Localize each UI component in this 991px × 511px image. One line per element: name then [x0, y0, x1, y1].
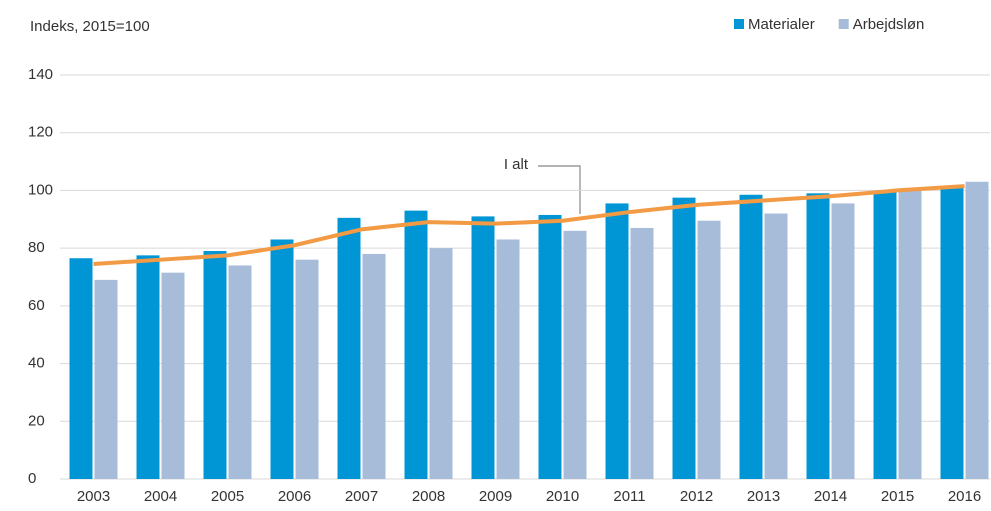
bar — [538, 214, 562, 479]
x-tick-label: 2010 — [546, 488, 579, 505]
x-tick-label: 2003 — [77, 488, 110, 505]
x-tick-label: 2015 — [881, 488, 914, 505]
x-tick-label: 2016 — [948, 488, 981, 505]
y-axis-label: Indeks, 2015=100 — [30, 18, 150, 35]
bar — [228, 265, 252, 479]
bar — [739, 194, 763, 479]
bar — [69, 258, 93, 479]
legend-swatch — [838, 19, 849, 29]
bar — [764, 213, 788, 479]
bar — [161, 272, 185, 479]
bar — [136, 255, 160, 479]
y-tick-label: 40 — [28, 355, 45, 372]
y-tick-label: 120 — [28, 124, 53, 141]
bar — [429, 248, 453, 479]
bar — [496, 239, 520, 479]
x-tick-label: 2004 — [144, 488, 177, 505]
bar — [605, 203, 629, 479]
bar — [203, 251, 227, 479]
bar — [672, 197, 696, 479]
bar — [404, 210, 428, 479]
x-tick-label: 2006 — [278, 488, 311, 505]
y-tick-label: 100 — [28, 181, 53, 198]
y-tick-label: 20 — [28, 412, 45, 429]
x-tick-label: 2008 — [412, 488, 445, 505]
x-tick-label: 2009 — [479, 488, 512, 505]
y-tick-label: 140 — [28, 66, 53, 83]
bar — [471, 216, 495, 479]
x-tick-label: 2014 — [814, 488, 847, 505]
bar — [630, 227, 654, 479]
bar — [806, 193, 830, 480]
annotation-leader — [538, 165, 581, 214]
x-tick-label: 2005 — [211, 488, 244, 505]
x-tick-label: 2012 — [680, 488, 713, 505]
bar — [94, 279, 118, 479]
y-tick-label: 80 — [28, 239, 45, 256]
bar — [270, 239, 294, 479]
line — [93, 184, 965, 267]
x-tick-label: 2013 — [747, 488, 780, 505]
legend-swatch — [734, 19, 744, 29]
bar — [295, 259, 319, 479]
legend-label: Materialer — [748, 16, 815, 33]
bar — [337, 217, 361, 480]
bar — [831, 203, 855, 479]
legend-label: Arbejdsløn — [853, 16, 925, 33]
bar — [940, 187, 964, 480]
y-tick-label: 60 — [28, 297, 45, 314]
bar — [697, 220, 721, 479]
bar — [362, 253, 386, 479]
bar — [873, 190, 897, 479]
bar — [898, 190, 922, 479]
bar — [563, 230, 587, 479]
bar — [965, 181, 989, 479]
x-tick-label: 2011 — [613, 488, 645, 505]
line-annotation: I alt — [504, 156, 529, 173]
y-tick-label: 0 — [28, 470, 36, 487]
x-tick-label: 2007 — [345, 488, 378, 505]
